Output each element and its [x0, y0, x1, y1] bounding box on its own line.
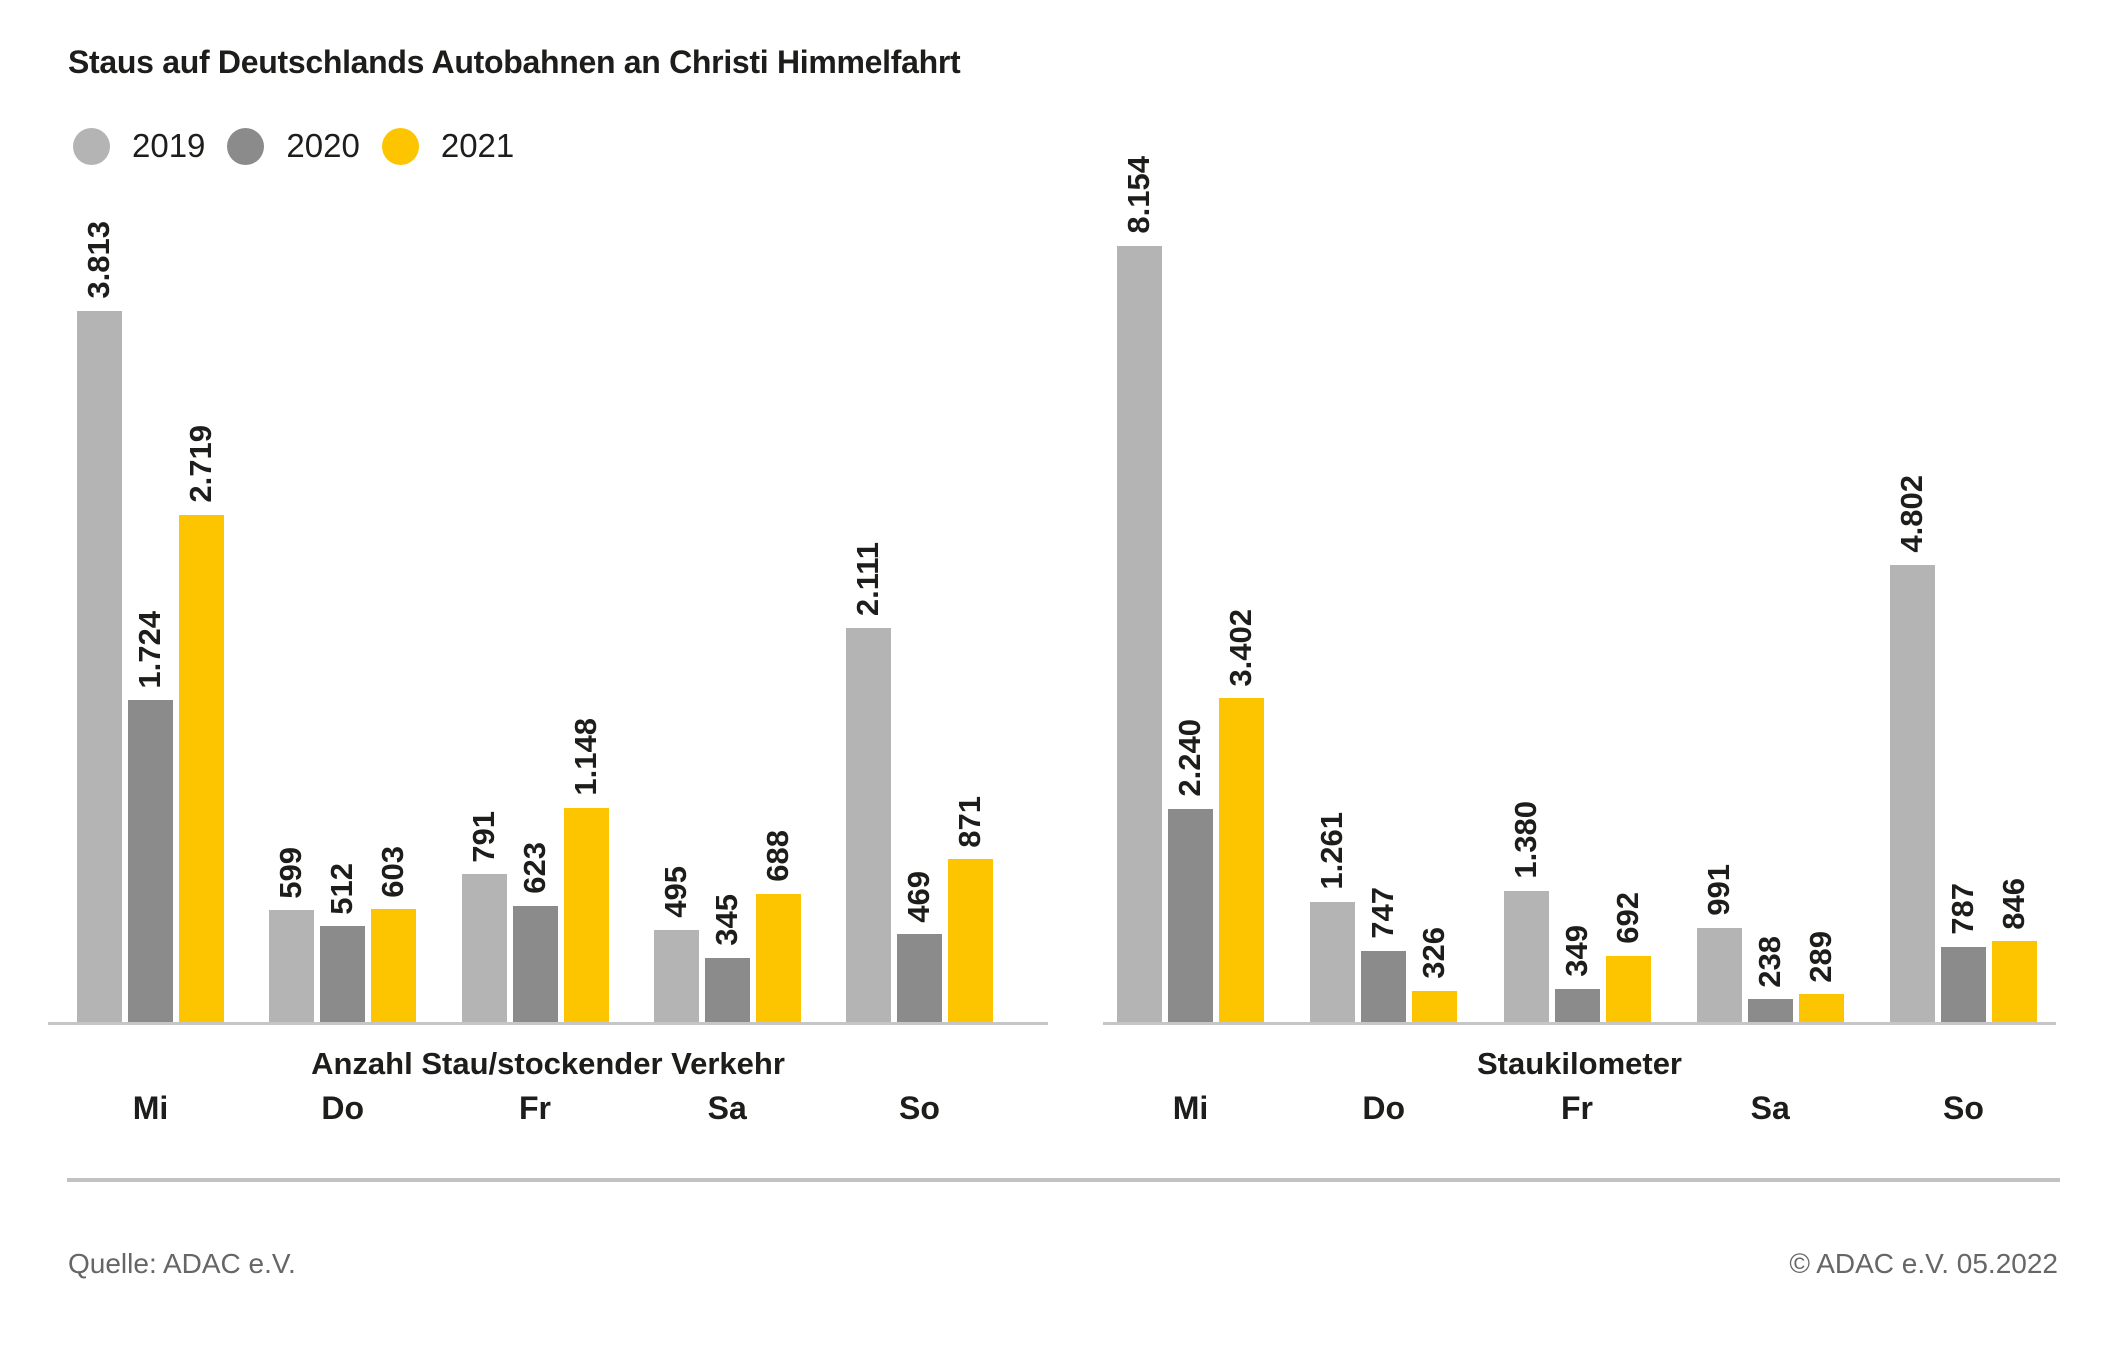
value-label-2019-sa: 495 — [657, 865, 693, 918]
value-label-2019-sa: 991 — [1700, 863, 1736, 916]
value-label-2019-mi: 3.813 — [81, 220, 116, 299]
value-label-2021-mi: 3.402 — [1223, 608, 1258, 687]
chart-caption-right: Staukilometer — [1476, 1046, 1682, 1081]
value-label-2021-do: 326 — [1416, 927, 1452, 979]
bar-2020-so — [1941, 947, 1986, 1022]
chart-legend: 2019 2020 2021 — [73, 126, 514, 166]
value-label-2019-do: 599 — [273, 846, 309, 899]
value-label-2020-mi: 2.240 — [1172, 719, 1207, 797]
bar-2019-so — [1890, 564, 1935, 1022]
value-label-2019-fr: 1.380 — [1507, 801, 1543, 879]
bar-2020-mi — [128, 700, 173, 1022]
bar-2020-sa — [1747, 999, 1793, 1022]
bar-2021-mi — [1219, 698, 1264, 1022]
value-label-2020-sa: 238 — [1751, 935, 1787, 988]
bar-2021-sa — [755, 893, 801, 1022]
value-label-2021-mi: 2.719 — [183, 425, 218, 503]
page-title: Staus auf Deutschlands Autobahnen an Chr… — [68, 44, 961, 80]
bar-2020-sa — [704, 957, 750, 1022]
chart-caption-left: Anzahl Stau/stockender Verkehr — [311, 1046, 785, 1081]
bar-2019-do — [1310, 901, 1356, 1022]
value-label-2019-so: 2.111 — [850, 541, 885, 617]
value-label-2021-do: 603 — [375, 845, 411, 898]
bar-2019-fr — [461, 874, 507, 1022]
value-label-2019-do: 1.261 — [1314, 812, 1350, 890]
legend-label-2019: 2019 — [132, 127, 206, 164]
value-label-2021-so: 846 — [1996, 877, 2031, 930]
bar-2021-so — [1992, 941, 2037, 1022]
bar-2019-mi — [77, 310, 122, 1022]
x-axis-line-left — [48, 1022, 1048, 1025]
value-label-2020-fr: 349 — [1558, 925, 1594, 977]
legend-dot-2019 — [73, 127, 110, 165]
bar-2021-so — [948, 859, 993, 1022]
bar-2019-sa — [653, 929, 699, 1022]
value-label-2021-fr: 1.148 — [567, 718, 603, 796]
bar-2019-so — [846, 628, 891, 1022]
bar-2019-fr — [1503, 890, 1549, 1022]
bar-2020-so — [897, 934, 942, 1022]
bar-2020-fr — [512, 905, 558, 1022]
bar-2021-fr — [563, 807, 609, 1022]
bar-2020-do — [320, 926, 366, 1022]
value-label-2020-sa: 345 — [708, 893, 744, 946]
value-label-2021-so: 871 — [952, 795, 987, 848]
source-credit: Quelle: ADAC e.V. — [68, 1248, 296, 1279]
bar-2019-sa — [1696, 927, 1742, 1022]
bar-2019-mi — [1117, 245, 1162, 1022]
bar-2020-fr — [1554, 988, 1600, 1022]
value-label-2020-so: 787 — [1945, 883, 1980, 936]
value-label-2019-mi: 8.154 — [1121, 156, 1156, 234]
category-label-fr: Fr — [1561, 1090, 1593, 1126]
value-label-2021-sa: 688 — [759, 829, 795, 882]
category-label-do: Do — [1362, 1090, 1406, 1126]
bar-2020-mi — [1168, 808, 1213, 1022]
category-label-do: Do — [321, 1090, 365, 1126]
value-label-2020-fr: 623 — [516, 842, 552, 894]
category-label-mi: Mi — [1172, 1090, 1209, 1126]
x-axis-line-right — [1103, 1022, 2056, 1025]
category-label-sa: Sa — [1750, 1090, 1790, 1126]
bar-2020-do — [1361, 950, 1407, 1022]
value-label-2020-do: 512 — [324, 862, 360, 915]
value-label-2021-fr: 692 — [1609, 892, 1645, 945]
bar-2021-sa — [1798, 994, 1844, 1022]
value-label-2021-sa: 289 — [1802, 930, 1838, 983]
legend-label-2021: 2021 — [440, 127, 515, 164]
legend-dot-2021 — [381, 127, 419, 165]
bar-2021-do — [371, 909, 417, 1022]
category-label-so: So — [899, 1090, 940, 1126]
value-label-2019-fr: 791 — [465, 810, 501, 863]
category-label-sa: Sa — [707, 1090, 747, 1126]
bar-2021-mi — [179, 514, 224, 1022]
bar-2019-do — [269, 910, 315, 1022]
value-label-2020-do: 747 — [1365, 887, 1401, 939]
category-label-fr: Fr — [519, 1090, 551, 1126]
legend-dot-2020 — [227, 127, 265, 165]
category-label-mi: Mi — [132, 1090, 169, 1126]
legend-label-2020: 2020 — [286, 127, 360, 164]
value-label-2020-so: 469 — [901, 870, 936, 923]
value-label-2019-so: 4.802 — [1894, 475, 1929, 553]
value-label-2020-mi: 1.724 — [132, 610, 167, 689]
category-label-so: So — [1943, 1090, 1984, 1126]
bar-2021-fr — [1605, 956, 1651, 1022]
bar-2021-do — [1412, 990, 1458, 1022]
copyright-notice: © ADAC e.V. 05.2022 — [1789, 1248, 2058, 1279]
footer-divider-line — [67, 1178, 2060, 1182]
